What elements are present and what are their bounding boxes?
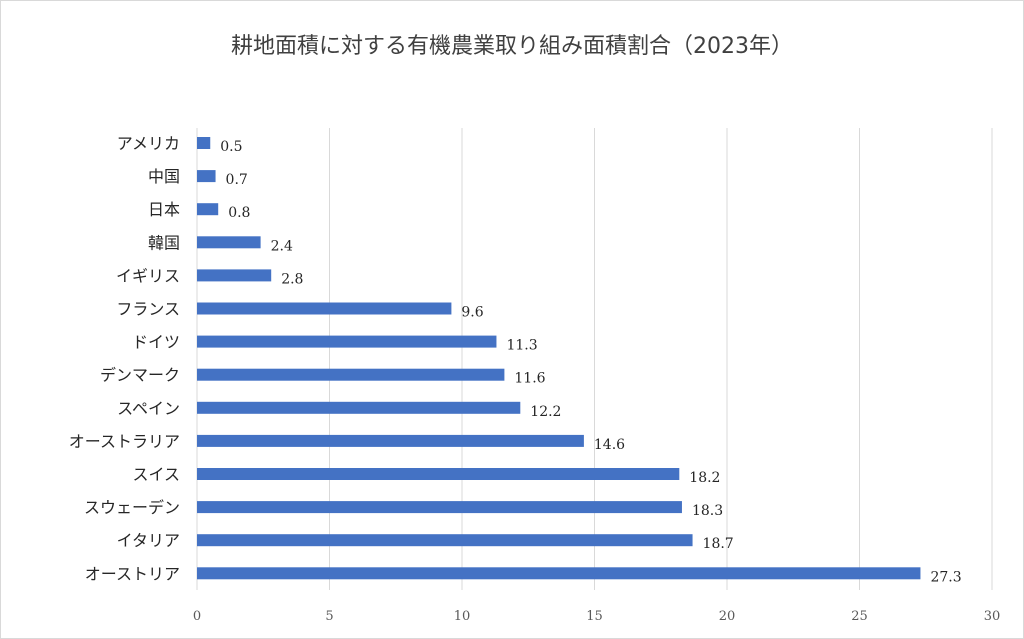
- bar: [197, 534, 693, 547]
- category-label: オーストラリア: [69, 432, 180, 451]
- data-label: 18.7: [703, 536, 734, 552]
- bar: [197, 401, 521, 414]
- bar: [197, 302, 452, 315]
- category-label: 中国: [148, 167, 180, 186]
- bar: [197, 269, 272, 282]
- x-tick-label: 20: [719, 609, 736, 624]
- data-label: 2.4: [271, 238, 293, 254]
- bar: [197, 434, 584, 447]
- data-label: 12.2: [530, 404, 561, 420]
- category-label: デンマーク: [100, 366, 180, 385]
- x-tick-label: 0: [193, 609, 201, 624]
- x-tick-label: 10: [454, 609, 471, 624]
- data-label: 18.3: [692, 503, 723, 519]
- category-label: ドイツ: [132, 333, 180, 352]
- category-label: オーストリア: [85, 564, 180, 583]
- bar: [197, 468, 680, 480]
- category-label: アメリカ: [117, 134, 180, 153]
- data-label: 14.6: [594, 437, 625, 453]
- data-label: 2.8: [281, 271, 303, 287]
- data-label: 0.7: [226, 172, 248, 188]
- data-label: 27.3: [930, 569, 961, 585]
- x-axis-ticks: 0 5 10 15 20 25 30: [193, 609, 1000, 624]
- x-tick-label: 15: [586, 609, 603, 624]
- bar: [197, 203, 219, 216]
- data-label: 11.3: [506, 338, 537, 354]
- x-tick-label: 5: [325, 609, 333, 624]
- x-tick-label: 25: [851, 609, 868, 624]
- category-label: スペイン: [117, 399, 180, 418]
- data-label: 0.5: [220, 139, 242, 155]
- x-tick-label: 30: [984, 609, 1001, 624]
- category-label: フランス: [116, 300, 180, 319]
- bar: [197, 567, 921, 580]
- category-label: スイス: [132, 465, 180, 484]
- bar: [197, 170, 216, 183]
- category-label: 日本: [148, 200, 180, 219]
- category-label: スウェーデン: [84, 498, 180, 517]
- bar: [197, 137, 211, 149]
- chart-title: 耕地面積に対する有機農業取り組み面積割合（2023年）: [231, 34, 793, 59]
- bar: [197, 368, 505, 381]
- data-label: 11.6: [514, 371, 545, 387]
- bar: [197, 335, 497, 348]
- bar: [197, 236, 261, 249]
- data-label: 18.2: [689, 470, 720, 486]
- category-label: 韓国: [148, 233, 180, 252]
- data-label: 9.6: [461, 305, 483, 321]
- bar: [197, 501, 682, 514]
- category-label: イタリア: [117, 531, 180, 550]
- data-label: 0.8: [228, 205, 250, 221]
- category-label: イギリス: [116, 266, 180, 285]
- bars: [197, 137, 921, 580]
- gridlines: [196, 128, 993, 590]
- category-labels: アメリカ中国日本韓国イギリスフランスドイツデンマークスペインオーストラリアスイス…: [69, 134, 180, 583]
- data-labels: 0.5 0.7 0.8 2.4 2.8 9.6 11.3 11.6 12.2 14.6 18.2 18…: [220, 139, 961, 585]
